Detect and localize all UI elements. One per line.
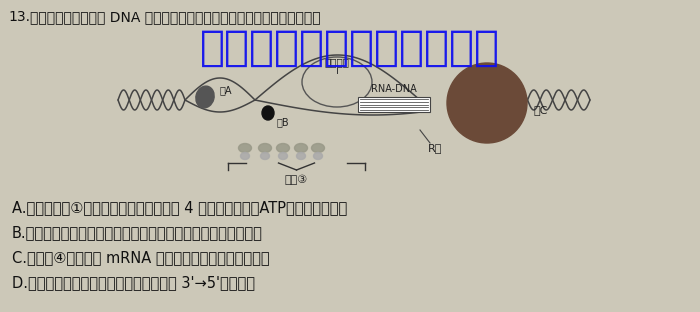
Text: RNA-DNA: RNA-DNA <box>371 84 417 94</box>
Text: B.　图中酶的作用具有专一性，都参与磷酸二酯键的形成或断裂: B. 图中酶的作用具有专一性，都参与磷酸二酯键的形成或断裂 <box>12 225 263 240</box>
Text: A.　进行过程①时，需要向细胞核内运入 4 种脱氧核苷酸、ATP、相关酶等物质: A. 进行过程①时，需要向细胞核内运入 4 种脱氧核苷酸、ATP、相关酶等物质 <box>12 200 347 215</box>
Text: 13.: 13. <box>8 10 30 24</box>
Text: 酶B: 酶B <box>277 117 290 127</box>
Ellipse shape <box>295 144 307 153</box>
Text: 酶C: 酶C <box>533 105 547 115</box>
Ellipse shape <box>279 153 288 159</box>
Ellipse shape <box>262 106 274 120</box>
Text: C.　过程④确保少量 mRNA 分子可以迅速合成大量蛋白质: C. 过程④确保少量 mRNA 分子可以迅速合成大量蛋白质 <box>12 250 270 265</box>
Ellipse shape <box>260 153 270 159</box>
Ellipse shape <box>258 144 272 153</box>
Ellipse shape <box>239 144 251 153</box>
Text: R环: R环 <box>428 143 442 153</box>
Text: 酶A: 酶A <box>220 85 232 95</box>
Text: 过程③: 过程③ <box>285 175 308 185</box>
Bar <box>358 97 430 112</box>
Ellipse shape <box>276 144 290 153</box>
Text: D.　复制、转录、翻译时都是沿着模板链 3'→5'方向进行: D. 复制、转录、翻译时都是沿着模板链 3'→5'方向进行 <box>12 275 255 290</box>
Ellipse shape <box>297 153 305 159</box>
Text: 如图表示某生物环状 DNA 分子上进行的部分生理过程，下列叙述正确的是: 如图表示某生物环状 DNA 分子上进行的部分生理过程，下列叙述正确的是 <box>30 10 321 24</box>
Ellipse shape <box>241 153 249 159</box>
Ellipse shape <box>312 144 325 153</box>
Ellipse shape <box>196 86 214 108</box>
Circle shape <box>447 63 527 143</box>
Text: 非模板链: 非模板链 <box>325 57 349 67</box>
Text: 微信公众号关注：趣找答案: 微信公众号关注：趣找答案 <box>200 27 500 69</box>
Ellipse shape <box>314 153 323 159</box>
